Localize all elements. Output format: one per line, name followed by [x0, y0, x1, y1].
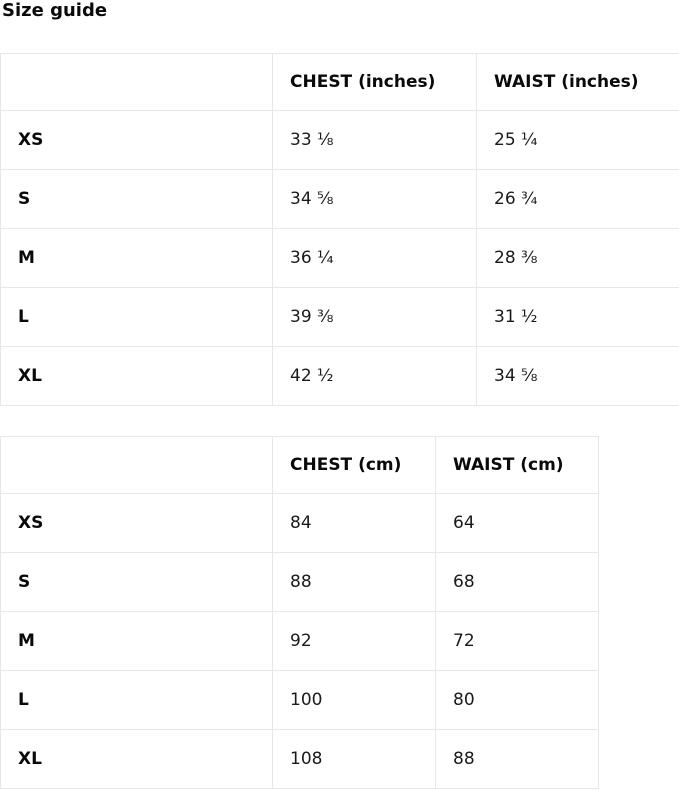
- waist-value-cell: 64: [435, 493, 599, 553]
- column-header-waist-cm: WAIST (cm): [435, 436, 599, 494]
- table-row: XS 33 ⅛ 25 ¼: [0, 110, 679, 170]
- size-label-cell: XS: [0, 493, 273, 553]
- table-row: XL 42 ½ 34 ⅝: [0, 346, 679, 406]
- table-row: L 100 80: [0, 670, 599, 730]
- waist-value-cell: 34 ⅝: [476, 346, 679, 406]
- size-label-cell: XL: [0, 346, 273, 406]
- table-row: S 88 68: [0, 552, 599, 612]
- header-row: CHEST (inches) WAIST (inches): [0, 53, 679, 111]
- size-label-cell: M: [0, 228, 273, 288]
- waist-value-cell: 88: [435, 729, 599, 789]
- waist-value-cell: 68: [435, 552, 599, 612]
- column-header-waist-inches: WAIST (inches): [476, 53, 679, 111]
- waist-value-cell: 25 ¼: [476, 110, 679, 170]
- size-label-cell: XS: [0, 110, 273, 170]
- chest-value-cell: 39 ⅜: [272, 287, 477, 347]
- chest-value-cell: 88: [272, 552, 436, 612]
- size-label-cell: M: [0, 611, 273, 671]
- table-row: S 34 ⅝ 26 ¾: [0, 169, 679, 229]
- chest-value-cell: 33 ⅛: [272, 110, 477, 170]
- chest-value-cell: 108: [272, 729, 436, 789]
- column-header-chest-inches: CHEST (inches): [272, 53, 477, 111]
- waist-value-cell: 26 ¾: [476, 169, 679, 229]
- table-row: M 92 72: [0, 611, 599, 671]
- size-table-cm: CHEST (cm) WAIST (cm) XS 84 64 S 88 68 M…: [0, 436, 599, 789]
- table-row: M 36 ¼ 28 ⅜: [0, 228, 679, 288]
- chest-value-cell: 36 ¼: [272, 228, 477, 288]
- waist-value-cell: 28 ⅜: [476, 228, 679, 288]
- size-label-cell: L: [0, 670, 273, 730]
- size-label-cell: XL: [0, 729, 273, 789]
- size-label-cell: S: [0, 169, 273, 229]
- waist-value-cell: 80: [435, 670, 599, 730]
- corner-cell: [0, 436, 273, 494]
- waist-value-cell: 31 ½: [476, 287, 679, 347]
- chest-value-cell: 100: [272, 670, 436, 730]
- header-row: CHEST (cm) WAIST (cm): [0, 436, 599, 494]
- column-header-chest-cm: CHEST (cm): [272, 436, 436, 494]
- table-row: L 39 ⅜ 31 ½: [0, 287, 679, 347]
- chest-value-cell: 84: [272, 493, 436, 553]
- chest-value-cell: 92: [272, 611, 436, 671]
- corner-cell: [0, 53, 273, 111]
- size-label-cell: S: [0, 552, 273, 612]
- chest-value-cell: 34 ⅝: [272, 169, 477, 229]
- table-row: XL 108 88: [0, 729, 599, 789]
- size-table-inches: CHEST (inches) WAIST (inches) XS 33 ⅛ 25…: [0, 53, 679, 406]
- size-label-cell: L: [0, 287, 273, 347]
- chest-value-cell: 42 ½: [272, 346, 477, 406]
- page-title: Size guide: [2, 0, 108, 21]
- table-row: XS 84 64: [0, 493, 599, 553]
- waist-value-cell: 72: [435, 611, 599, 671]
